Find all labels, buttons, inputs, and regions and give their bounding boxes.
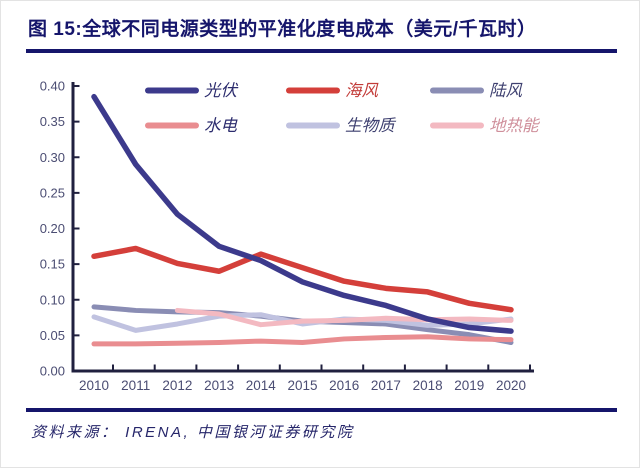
x-axis-label: 2012 <box>162 378 192 393</box>
source-note: 资料来源： IRENA, 中国银河证券研究院 <box>31 424 355 441</box>
footer-divider <box>26 408 617 412</box>
series-line-hydro <box>91 334 514 347</box>
legend-item-geothermal: 地热能 <box>430 117 541 135</box>
y-axis-label: 0.10 <box>40 292 65 307</box>
series-line-solar-pv <box>91 93 514 334</box>
y-axis-label: 0.05 <box>40 328 65 343</box>
x-axis-label: 2019 <box>454 378 484 393</box>
y-axis-label: 0.35 <box>40 114 65 129</box>
figure-title: 图 15:全球不同电源类型的平准化度电成本（美元/千瓦时） <box>28 19 537 40</box>
lcoe-line-chart: 0.00 0.05 0.10 0.15 0.20 0.25 0.30 0.35 0.40 2010… <box>40 79 541 394</box>
legend-label-solar-pv: 光伏 <box>204 82 239 100</box>
legend-label-hydro: 水电 <box>204 117 239 135</box>
y-axis-label: 0.15 <box>40 257 65 272</box>
x-axis-label: 2016 <box>329 378 359 393</box>
title-divider <box>26 49 617 53</box>
x-axis-label: 2015 <box>287 378 317 393</box>
legend-item-onshore-wind: 陆风 <box>430 82 524 100</box>
y-axis-label: 0.40 <box>40 79 65 94</box>
legend-item-solar-pv: 光伏 <box>145 82 239 100</box>
x-axis-label: 2011 <box>121 378 150 393</box>
series-line-biomass <box>91 312 514 333</box>
x-axis-label: 2018 <box>413 378 443 393</box>
legend-item-hydro: 水电 <box>145 117 239 135</box>
y-axis-label: 0.20 <box>40 221 65 236</box>
y-axis-label: 0.25 <box>40 185 65 200</box>
legend-label-geothermal: 地热能 <box>489 117 541 135</box>
legend-label-biomass: 生物质 <box>345 117 397 135</box>
x-axis-label: 2020 <box>496 378 526 393</box>
y-axis-label: 0.30 <box>40 150 65 165</box>
y-axis-label: 0.00 <box>40 364 65 379</box>
x-axis-label: 2017 <box>371 378 401 393</box>
series-line-geothermal <box>174 307 514 328</box>
series-line-offshore-wind <box>91 245 514 313</box>
x-axis-label: 2014 <box>246 378 277 393</box>
legend-item-biomass: 生物质 <box>286 117 397 135</box>
x-axis-label: 2010 <box>79 378 109 393</box>
legend-label-onshore-wind: 陆风 <box>489 82 524 100</box>
x-axis-label: 2013 <box>204 378 234 393</box>
legend-label-offshore-wind: 海风 <box>345 82 380 100</box>
legend-item-offshore-wind: 海风 <box>286 82 380 100</box>
